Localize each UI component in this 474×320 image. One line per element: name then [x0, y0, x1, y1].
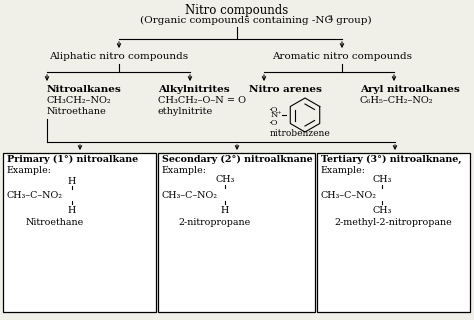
Text: Primary (1°) nitroalkane: Primary (1°) nitroalkane — [7, 155, 138, 164]
Text: CH₃: CH₃ — [372, 206, 392, 215]
Text: CH₃: CH₃ — [215, 175, 235, 184]
Text: Nitro arenes: Nitro arenes — [249, 85, 322, 94]
Text: ·O: ·O — [268, 106, 278, 114]
Text: H: H — [68, 206, 76, 215]
Text: CH₃–C–NO₂: CH₃–C–NO₂ — [7, 191, 63, 200]
Text: 2: 2 — [327, 14, 332, 22]
Text: ·O: ·O — [268, 119, 278, 127]
Text: (Organic compounds containing -NO: (Organic compounds containing -NO — [140, 16, 334, 25]
Bar — [317, 153, 470, 312]
Text: Nitro compounds: Nitro compounds — [185, 4, 289, 17]
Text: Aliphatic nitro compounds: Aliphatic nitro compounds — [49, 52, 189, 61]
Text: ethylnitrite: ethylnitrite — [158, 107, 213, 116]
Text: Tertiary (3°) nitroalknane,: Tertiary (3°) nitroalknane, — [321, 155, 462, 164]
Text: 2-nitropropane: 2-nitropropane — [179, 218, 251, 227]
Text: group): group) — [333, 16, 372, 25]
Text: CH₃–C–NO₂: CH₃–C–NO₂ — [321, 191, 377, 200]
Text: 2-methyl-2-nitropropane: 2-methyl-2-nitropropane — [334, 218, 452, 227]
Text: N⁺: N⁺ — [270, 111, 282, 119]
Text: Example:: Example: — [321, 166, 366, 175]
Text: Aryl nitroalkanes: Aryl nitroalkanes — [360, 85, 460, 94]
Text: Nitroalkanes: Nitroalkanes — [47, 85, 122, 94]
Text: CH₃: CH₃ — [372, 175, 392, 184]
Text: CH₃CH₂–NO₂: CH₃CH₂–NO₂ — [47, 96, 111, 105]
Text: Example:: Example: — [7, 166, 52, 175]
Text: H: H — [68, 177, 76, 186]
Text: nitrobenzene: nitrobenzene — [270, 129, 330, 138]
Text: CH₃CH₂–O–N = O: CH₃CH₂–O–N = O — [158, 96, 246, 105]
Text: Aromatic nitro compounds: Aromatic nitro compounds — [272, 52, 412, 61]
Text: H: H — [221, 206, 229, 215]
Text: Secondary (2°) nitroalknane: Secondary (2°) nitroalknane — [162, 155, 313, 164]
Text: Example:: Example: — [162, 166, 207, 175]
Text: C₆H₅–CH₂–NO₂: C₆H₅–CH₂–NO₂ — [360, 96, 434, 105]
Text: Nitroethane: Nitroethane — [47, 107, 107, 116]
Text: Alkylnitrites: Alkylnitrites — [158, 85, 229, 94]
Text: Nitroethane: Nitroethane — [26, 218, 84, 227]
Text: CH₃–C–NO₂: CH₃–C–NO₂ — [162, 191, 218, 200]
Bar — [158, 153, 315, 312]
Bar — [3, 153, 156, 312]
